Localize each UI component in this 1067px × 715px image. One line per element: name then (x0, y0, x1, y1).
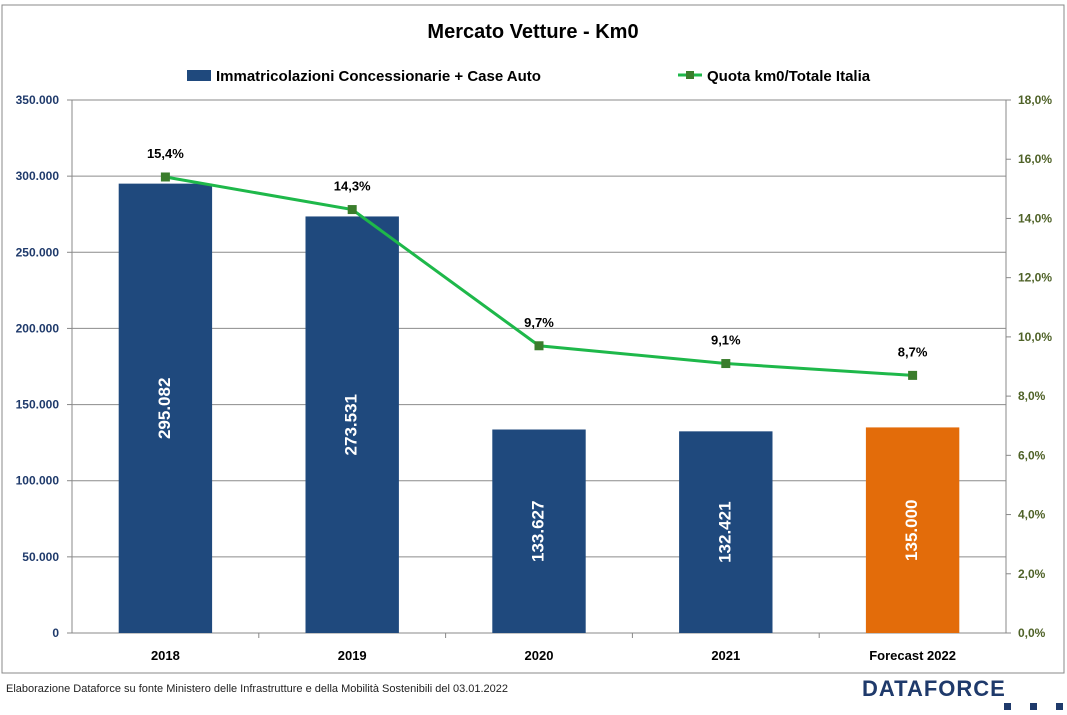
legend-bar-label: Immatricolazioni Concessionarie + Case A… (216, 68, 541, 85)
y-left-tick-label: 150.000 (16, 398, 60, 412)
legend-line-label: Quota km0/Totale Italia (707, 68, 871, 85)
line-marker (534, 341, 544, 351)
chart-title: Mercato Vetture - Km0 (427, 21, 638, 43)
line-marker (347, 205, 357, 215)
y-left-tick-label: 50.000 (22, 550, 59, 564)
bar (118, 183, 213, 633)
y-left-tick-label: 350.000 (16, 93, 60, 107)
y-right-tick-label: 8,0% (1018, 389, 1046, 403)
bar-value-label: 273.531 (342, 394, 361, 455)
logo-dots (985, 697, 1063, 715)
bar (865, 427, 960, 633)
bars (118, 183, 960, 634)
y-right-tick-label: 16,0% (1018, 152, 1052, 166)
y-left-tick-label: 0 (52, 626, 59, 640)
legend-line-marker (686, 71, 694, 79)
y-right-tick-label: 14,0% (1018, 211, 1052, 225)
y-left-tick-label: 100.000 (16, 474, 60, 488)
legend: Immatricolazioni Concessionarie + Case A… (187, 68, 871, 85)
line-value-label: 9,7% (524, 315, 554, 330)
axes: 0 50.000 100.000 150.000 200.000 250.000 300.0… (16, 93, 1053, 663)
y-right-tick-label: 12,0% (1018, 271, 1052, 285)
y-right-tick-label: 0,0% (1018, 626, 1046, 640)
x-tick-label: 2021 (711, 648, 740, 663)
bar-value-label: 132.421 (715, 501, 734, 562)
x-tick-label: Forecast 2022 (869, 648, 956, 663)
line-value-label: 15,4% (147, 146, 184, 161)
source-note: Elaborazione Dataforce su fonte Minister… (6, 683, 509, 695)
bar-value-label: 133.627 (528, 501, 547, 562)
y-right-tick-label: 2,0% (1018, 567, 1046, 581)
y-right-tick-label: 10,0% (1018, 330, 1052, 344)
y-right-tick-label: 18,0% (1018, 93, 1052, 107)
y-left-tick-label: 200.000 (16, 321, 60, 335)
line-value-label: 9,1% (711, 333, 741, 348)
dataforce-logo: DATAFORCE (862, 676, 1006, 701)
y-left-tick-label: 300.000 (16, 169, 60, 183)
x-tick-label: 2020 (525, 648, 554, 663)
y-left-tick-label: 250.000 (16, 245, 60, 259)
line-marker (721, 359, 731, 369)
bar (492, 429, 586, 633)
legend-bar-swatch (187, 70, 211, 81)
y-right-tick-label: 6,0% (1018, 448, 1046, 462)
line-value-label: 14,3% (334, 179, 371, 194)
bar (679, 431, 773, 633)
x-tick-label: 2019 (338, 648, 367, 663)
bar-labels: 295.082 273.531 133.627 132.421 135.000 (155, 378, 921, 563)
bar-value-label: 295.082 (155, 378, 174, 439)
line-marker (160, 172, 170, 182)
line-marker (908, 370, 918, 380)
line-value-label: 8,7% (898, 344, 928, 359)
bar (305, 216, 399, 634)
y-right-tick-label: 4,0% (1018, 508, 1046, 522)
line-series: 15,4% 14,3% 9,7% 9,1% 8,7% (147, 146, 928, 380)
x-tick-label: 2018 (151, 648, 180, 663)
bar-value-label: 135.000 (902, 499, 921, 560)
